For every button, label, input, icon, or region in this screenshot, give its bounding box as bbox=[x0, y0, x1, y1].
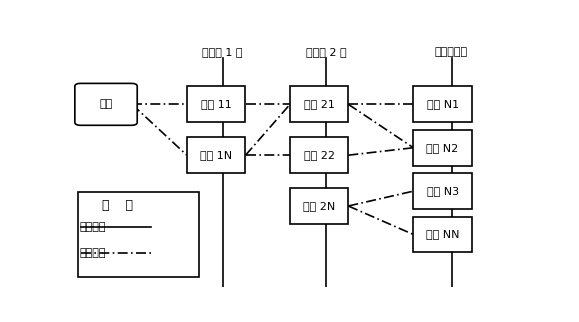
Text: 节点层数: 节点层数 bbox=[79, 222, 105, 232]
Text: 节点 NN: 节点 NN bbox=[426, 230, 459, 240]
Text: 中继第 2 层: 中继第 2 层 bbox=[306, 47, 346, 57]
Text: 无线信道: 无线信道 bbox=[79, 248, 105, 258]
Text: 节点 21: 节点 21 bbox=[304, 99, 335, 109]
Text: 目标节点层: 目标节点层 bbox=[435, 47, 468, 57]
FancyBboxPatch shape bbox=[413, 86, 472, 122]
Text: 节点 N1: 节点 N1 bbox=[427, 99, 459, 109]
Text: 节点 N2: 节点 N2 bbox=[427, 143, 459, 153]
Bar bbox=[78, 192, 199, 277]
FancyBboxPatch shape bbox=[413, 130, 472, 166]
Text: 节点 2N: 节点 2N bbox=[303, 201, 335, 211]
Text: 节点 11: 节点 11 bbox=[200, 99, 232, 109]
Text: 主机: 主机 bbox=[100, 99, 113, 109]
Text: 节点 22: 节点 22 bbox=[303, 150, 335, 160]
Text: 图    例: 图 例 bbox=[102, 199, 133, 212]
FancyBboxPatch shape bbox=[75, 83, 137, 125]
FancyBboxPatch shape bbox=[413, 216, 472, 252]
FancyBboxPatch shape bbox=[290, 137, 349, 173]
FancyBboxPatch shape bbox=[187, 137, 245, 173]
FancyBboxPatch shape bbox=[413, 173, 472, 209]
Text: 节点 N3: 节点 N3 bbox=[427, 186, 459, 196]
FancyBboxPatch shape bbox=[187, 86, 245, 122]
Text: 节点 1N: 节点 1N bbox=[200, 150, 232, 160]
FancyBboxPatch shape bbox=[290, 188, 349, 224]
Text: 中继第 1 层: 中继第 1 层 bbox=[203, 47, 243, 57]
FancyBboxPatch shape bbox=[290, 86, 349, 122]
